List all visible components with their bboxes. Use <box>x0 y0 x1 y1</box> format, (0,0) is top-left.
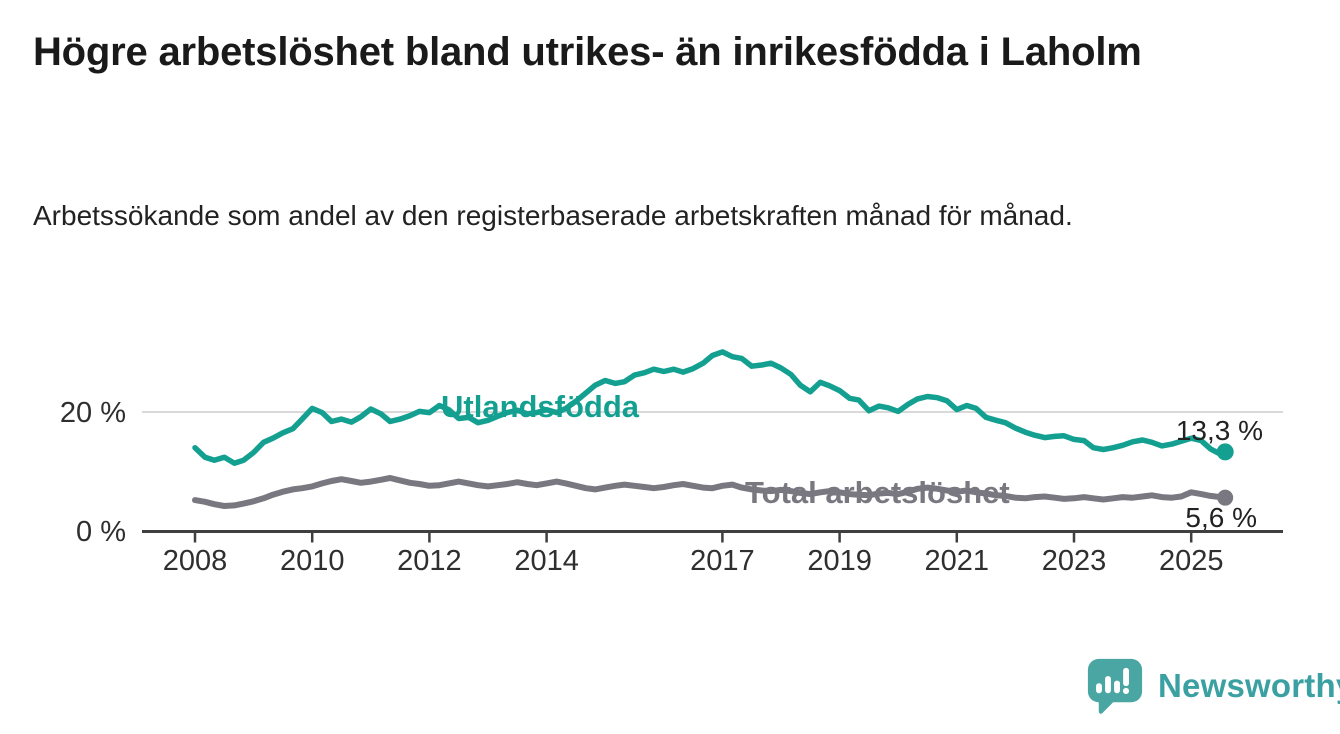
x-tick-label: 2025 <box>1159 545 1224 577</box>
end-value-label-utlandsfodda: 13,3 % <box>1176 415 1263 446</box>
x-tick-label: 2010 <box>280 545 345 577</box>
series-end-dot-total <box>1217 489 1234 506</box>
x-tick-label: 2008 <box>163 545 228 577</box>
series-line-total <box>192 475 1229 509</box>
speech-bubble-bar-chart-icon <box>1086 658 1144 714</box>
end-value-label-total: 5,6 % <box>1185 502 1257 533</box>
logo-bar-3 <box>1114 680 1120 694</box>
series-end-dot-utlandsfodda <box>1216 443 1234 461</box>
series-label-utlandsfodda: Utlandsfödda <box>441 389 640 424</box>
x-tick-label: 2019 <box>807 545 872 577</box>
x-tick-label: 2012 <box>397 545 462 577</box>
series-line-utlandsfodda <box>192 349 1228 466</box>
x-tick-label: 2023 <box>1042 545 1107 577</box>
y-tick-label: 0 % <box>76 516 126 548</box>
logo-exclamation-bar <box>1123 667 1129 686</box>
newsworthy-logo-text: Newsworthy <box>1158 667 1340 704</box>
chart-title: Högre arbetslöshet bland utrikes- än inr… <box>33 30 1142 74</box>
y-tick-label: 20 % <box>60 397 126 429</box>
logo-bar-2 <box>1105 676 1111 694</box>
logo-exclamation-dot <box>1122 687 1130 695</box>
chart-subtitle: Arbetssökande som andel av den registerb… <box>33 200 1073 231</box>
logo-bar-1 <box>1096 683 1102 694</box>
x-tick-label: 2014 <box>514 545 579 577</box>
x-tick-label: 2021 <box>925 545 990 577</box>
newsworthy-logo: Newsworthy <box>1086 658 1340 714</box>
series-label-total: Total arbetslöshet <box>745 475 1010 510</box>
x-tick-label: 2017 <box>690 545 755 577</box>
